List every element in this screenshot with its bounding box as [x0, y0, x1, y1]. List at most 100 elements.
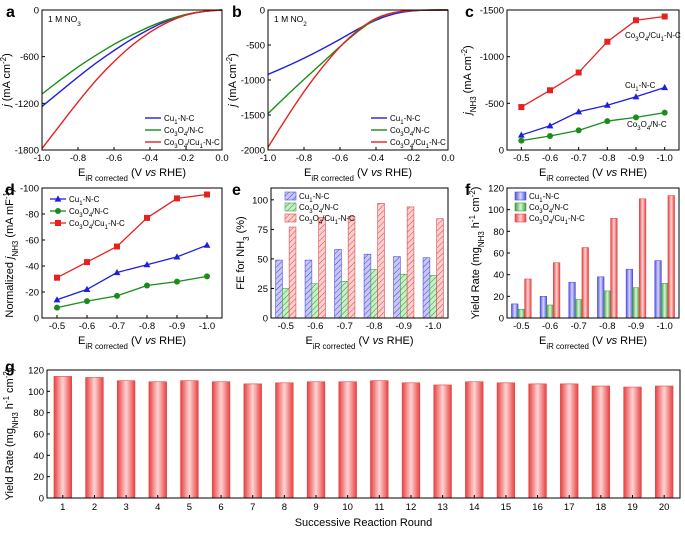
panel-d-ytick-label: -20 — [25, 288, 39, 299]
panel-d-legend-label: Cu1-N-C — [69, 195, 100, 207]
panel-a-xtick-label: -0.4 — [142, 153, 158, 164]
panel-f-bar — [603, 290, 611, 319]
panel-f-bar — [552, 262, 561, 319]
panel-d-point — [204, 273, 210, 280]
panel-f-xtick-label: -0.7 — [570, 321, 586, 332]
panel-a-ytick-label: 0 — [34, 6, 39, 17]
panel-b-xtick-label: 0.0 — [441, 153, 454, 164]
panel-c-point — [633, 17, 639, 24]
panel-a-legend-label: Co3O4/N-C — [164, 126, 204, 138]
panel-d-series-line — [56, 244, 208, 301]
panel-e-bar — [311, 283, 319, 319]
panel-d-point — [54, 274, 60, 281]
panel-f-ytick-label: 80 — [493, 227, 504, 238]
panel-g-bar — [338, 381, 357, 499]
panel-f-bar — [539, 296, 548, 319]
panel-f-ytick-label: 40 — [493, 270, 504, 281]
panel-e-bar — [429, 275, 437, 319]
panel-d-point — [144, 214, 150, 221]
panel-f-bar — [568, 281, 576, 319]
panel-d-xlabel: EiR corrected (V vs RHE) — [78, 335, 186, 351]
panel-c-point — [604, 118, 611, 125]
panel-c-point — [603, 101, 611, 108]
panel-c-ytick-label: 0 — [499, 146, 504, 157]
panel-d-legend-marker — [55, 220, 61, 226]
panel-a-ytick-label: -1800 — [15, 146, 39, 157]
panel-g-ytick-label: 40 — [33, 451, 44, 462]
panel-e-legend-label: Cu1-N-C — [299, 192, 330, 204]
panel-f-legend-swatch — [514, 191, 527, 201]
panel-f-legend-label: Co3O4/N-C — [529, 203, 569, 215]
panel-g-bar — [211, 381, 231, 499]
panel-d-legend-label: Co3O4/N-C — [69, 207, 109, 219]
panel-e-legend-label: Co3O4/Cu1-N-C — [299, 214, 355, 226]
panel-b-xtick-label: -1.0 — [260, 153, 276, 164]
panel-d: -0.5 -0.6 -0.7 -0.8 -0.9 -1.0 0 -20 -40 -60 -80 -10… — [2, 184, 216, 351]
panel-a-ylabel: j (mA cm-2) — [0, 53, 13, 109]
panel-f-legend-swatch — [514, 202, 527, 212]
panel-c-point — [661, 109, 668, 116]
panel-f-bar — [654, 260, 662, 319]
panel-e-legend-label: Co3O4/N-C — [299, 203, 339, 215]
panel-e-ytick-label: 75 — [257, 225, 268, 236]
panel-c-xtick-label: -0.7 — [570, 153, 586, 164]
panel-b-xtick-label: -0.4 — [368, 153, 384, 164]
panel-e-bar — [275, 259, 283, 319]
panel-g-bar — [370, 380, 389, 499]
panel-f-bar — [581, 247, 589, 319]
panel-b-ylabel: j (mA cm-2) — [225, 53, 240, 109]
panel-f-legend-swatch — [514, 213, 527, 223]
panel-g-xtick-label: 19 — [627, 502, 638, 513]
panel-e-bar — [304, 259, 313, 319]
panel-g-bar — [275, 382, 294, 499]
panel-f-ytick-label: 0 — [499, 314, 504, 325]
panel-d-xtick-label: -1.0 — [199, 321, 215, 332]
panel-e-bar — [400, 273, 408, 319]
panel-f-xtick-label: -0.8 — [599, 321, 615, 332]
panel-g-xtick-label: 9 — [313, 502, 318, 513]
panel-c-ytick-label: -500 — [485, 99, 504, 110]
panel-g-xtick-label: 3 — [123, 502, 128, 513]
panel-f-bar — [546, 304, 554, 319]
panel-f-xtick-label: -1.0 — [656, 321, 672, 332]
panel-d-point — [84, 298, 90, 305]
panel-b-label: b — [232, 4, 242, 21]
panel-b-plot-frame — [267, 9, 449, 151]
panel-g-ytick-label: 100 — [28, 387, 44, 398]
panel-g-xtick-label: 18 — [596, 502, 607, 513]
panel-b-ytick-label: -1000 — [241, 76, 265, 87]
panel-f-xtick-label: -0.9 — [628, 321, 644, 332]
panel-g-bar — [53, 376, 72, 499]
panel-e-bar — [377, 203, 385, 319]
panel-b-ytick-label: 0 — [260, 6, 265, 17]
panel-f-xlabel: EiR corrected (V vs RHE) — [539, 335, 647, 351]
panel-a-xlabel: EiR corrected (V vs RHE) — [78, 167, 186, 183]
panel-b-annotation: 1 M NO2 — [274, 14, 307, 28]
panel-c-series-label: Co3O4/N-C — [627, 120, 667, 132]
panel-c-plot-frame — [506, 9, 680, 151]
panel-f-xtick-label: -0.5 — [513, 321, 529, 332]
panel-e-bar — [436, 218, 444, 319]
panel-e-plot-frame — [270, 187, 449, 319]
panel-g-xtick-label: 17 — [564, 502, 575, 513]
panel-g-ytick-label: 120 — [28, 366, 44, 377]
panel-b-ytick-label: -1500 — [241, 111, 265, 122]
panel-d-point — [144, 282, 150, 289]
panel-g-bar — [306, 381, 326, 499]
panel-d-point — [53, 296, 61, 303]
panel-g-ylabel: Yield Rate (mgNH3 h-1 cm-2) — [2, 368, 20, 501]
panel-g-xtick-label: 14 — [469, 502, 480, 513]
panel-e-legend-swatch — [284, 191, 297, 201]
panel-c-point — [518, 137, 525, 144]
panel-a-xtick-label: -0.2 — [178, 153, 194, 164]
panel-a-annotation: 1 M NO3 — [48, 14, 81, 28]
panel-d-ylabel: Normalized jNH3 (mA mF-1) — [2, 188, 20, 317]
panel-d-point — [54, 304, 60, 311]
panel-g-xtick-label: 5 — [187, 502, 192, 513]
panel-d-xtick-label: -0.7 — [109, 321, 125, 332]
panel-g-bar — [465, 381, 484, 499]
panel-g-bar — [528, 383, 547, 499]
panel-e-legend-swatch — [284, 202, 297, 212]
panel-e-bar — [422, 257, 431, 319]
panel-b: -1.0 -0.8 -0.6 -0.4 -0.2 0.0 0 -500 -1000 -1500 -2… — [225, 6, 455, 183]
